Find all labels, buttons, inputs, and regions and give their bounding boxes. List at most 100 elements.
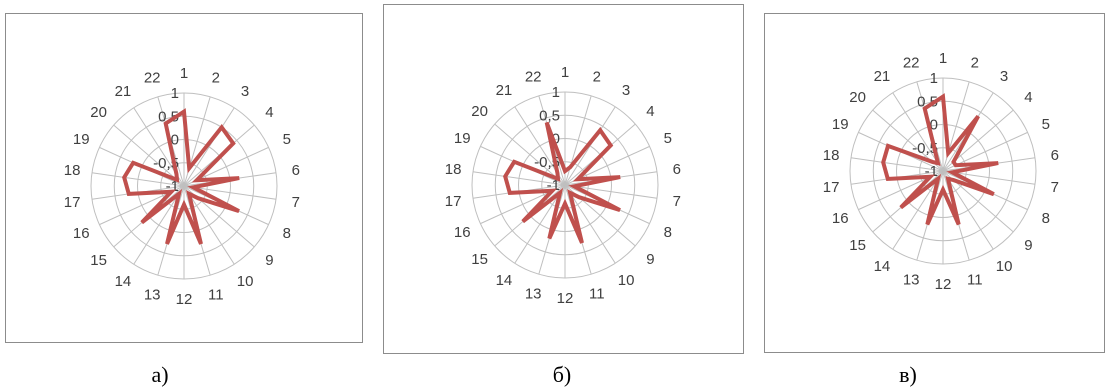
- category-label: 13: [144, 286, 161, 303]
- category-label: 3: [622, 82, 630, 99]
- category-label: 22: [144, 70, 161, 87]
- category-label: 13: [525, 285, 542, 302]
- category-label: 20: [849, 89, 866, 106]
- radial-tick-label: 1: [552, 84, 560, 101]
- category-label: 1: [561, 64, 569, 81]
- spoke-line: [133, 185, 185, 265]
- caption-a: а): [151, 362, 169, 387]
- category-label: 13: [903, 271, 920, 288]
- category-label: 10: [237, 273, 254, 290]
- category-label: 6: [673, 161, 681, 178]
- radial-tick-label: 1: [171, 85, 179, 102]
- category-label: 16: [832, 210, 849, 227]
- spoke-line: [183, 185, 277, 200]
- category-label: 6: [292, 162, 300, 179]
- category-label: 8: [664, 224, 672, 241]
- spoke-line: [494, 123, 566, 186]
- category-label: 19: [454, 130, 471, 147]
- category-label: 15: [471, 251, 488, 268]
- radar-plot-b: 1 2345678910111213141516171819202122-1-0,…: [445, 64, 681, 307]
- category-label: 1: [180, 65, 188, 82]
- category-label: 4: [1024, 89, 1032, 106]
- category-label: 21: [874, 68, 891, 85]
- category-label: 21: [496, 82, 513, 99]
- category-label: 5: [664, 130, 672, 147]
- radial-tick-label: 0,5: [917, 93, 938, 110]
- radar-plot-c: 1 2345678910111213141516171819202122-1-0,…: [823, 50, 1059, 293]
- spoke-line: [183, 185, 235, 265]
- radar-chart-b: 1 2 3 4 5 6 7 8 9 10 11 12 13 14 15 16 17 18 19 20 21 22 -1 -0,…: [383, 4, 744, 354]
- category-label: 10: [618, 272, 635, 289]
- category-label: 2: [212, 70, 220, 87]
- radial-tick-label: 0,5: [539, 107, 560, 124]
- category-label: 17: [64, 194, 81, 211]
- category-label: 12: [935, 276, 952, 293]
- category-label: 9: [1024, 237, 1032, 254]
- category-label: 17: [445, 193, 462, 210]
- category-label: 16: [73, 225, 90, 242]
- category-label: 7: [292, 194, 300, 211]
- spoke-line: [892, 170, 944, 250]
- series-line: [881, 93, 999, 226]
- category-label: 11: [589, 285, 605, 302]
- category-label: 1: [939, 50, 947, 67]
- spoke-line: [113, 124, 185, 187]
- category-label: 22: [903, 55, 920, 72]
- category-label: 15: [90, 252, 107, 269]
- spoke-line: [942, 170, 1036, 185]
- category-label: 2: [971, 55, 979, 72]
- category-label: 20: [471, 103, 488, 120]
- category-label: 4: [646, 103, 654, 120]
- category-label: 19: [832, 116, 849, 133]
- category-label: 11: [967, 271, 983, 288]
- category-label: 5: [283, 131, 291, 148]
- caption-b: б): [552, 362, 572, 387]
- category-label: 6: [1051, 147, 1059, 164]
- spoke-line: [514, 184, 566, 264]
- category-label: 16: [454, 224, 471, 241]
- spoke-line: [91, 172, 185, 187]
- radial-tick-label: 0: [171, 132, 179, 149]
- category-label: 18: [823, 147, 840, 164]
- category-label: 7: [1051, 179, 1059, 196]
- category-label: 9: [265, 252, 273, 269]
- category-label: 7: [673, 193, 681, 210]
- radial-tick-label: 0: [930, 117, 938, 134]
- category-label: 12: [176, 291, 193, 308]
- category-label: 10: [996, 258, 1013, 275]
- category-label: 11: [208, 286, 224, 303]
- category-label: 2: [593, 69, 601, 86]
- category-label: 8: [1042, 210, 1050, 227]
- spoke-line: [183, 107, 235, 187]
- category-label: 4: [265, 104, 273, 121]
- category-label: 18: [64, 162, 81, 179]
- category-label: 22: [525, 69, 542, 86]
- radar-chart-a: 1 2 3 4 5 6 7 8 9 10 11 12 13 14 15 16 17 18 19 20 21 22 -1 -0,…: [5, 13, 363, 343]
- spoke-line: [850, 157, 944, 172]
- category-label: 15: [849, 237, 866, 254]
- category-label: 18: [445, 161, 462, 178]
- radial-tick-label: 0: [552, 131, 560, 148]
- category-label: 12: [557, 290, 574, 307]
- spoke-line: [564, 106, 616, 186]
- category-label: 14: [115, 273, 132, 290]
- category-label: 3: [1000, 68, 1008, 85]
- series-line: [122, 108, 240, 245]
- category-label: 9: [646, 251, 654, 268]
- category-label: 14: [874, 258, 891, 275]
- radial-tick-label: 1: [930, 70, 938, 87]
- caption-c: в): [899, 362, 917, 387]
- category-label: 14: [496, 272, 513, 289]
- series-line: [503, 121, 621, 244]
- radar-chart-c: 1 2 3 4 5 6 7 8 9 10 11 12 13 14 15 16 17 18 19 20 21 22 -1 -0,…: [764, 13, 1105, 353]
- category-label: 21: [115, 83, 132, 100]
- spoke-line: [942, 170, 994, 250]
- category-label: 17: [823, 179, 840, 196]
- category-label: 19: [73, 131, 90, 148]
- radar-plot-a: 1 2345678910111213141516171819202122-1-0,…: [64, 65, 300, 308]
- category-label: 20: [90, 104, 107, 121]
- category-label: 8: [283, 225, 291, 242]
- radial-tick-label: 0,5: [158, 108, 179, 125]
- spoke-line: [564, 184, 616, 264]
- spoke-line: [472, 171, 566, 186]
